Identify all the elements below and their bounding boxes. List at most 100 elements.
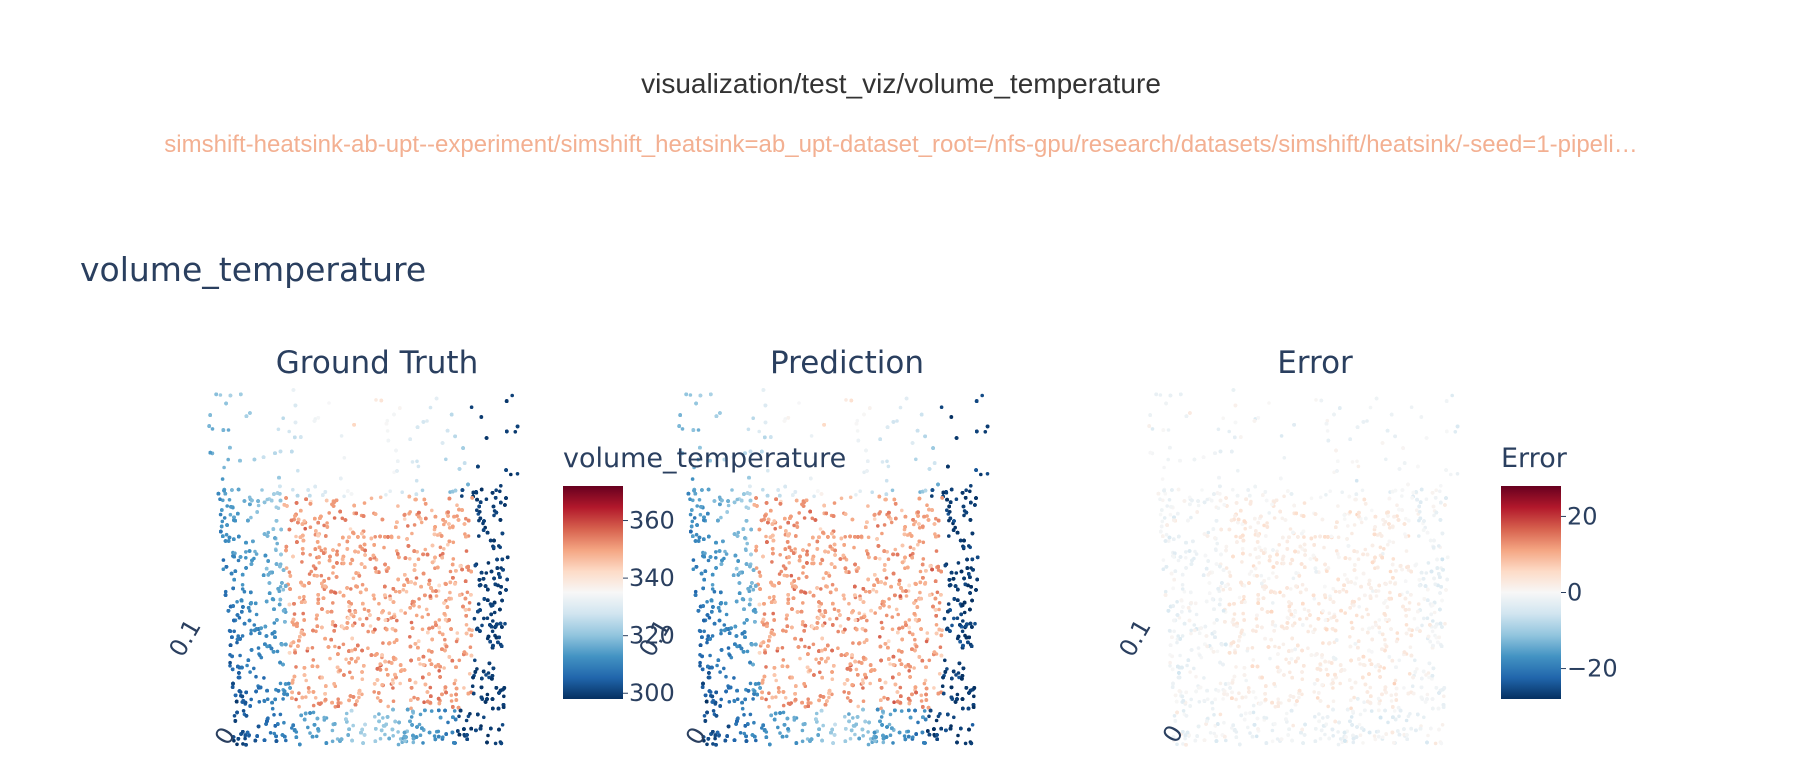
data-point bbox=[391, 587, 396, 591]
data-point bbox=[478, 726, 483, 731]
data-point bbox=[270, 706, 275, 711]
data-point bbox=[210, 427, 215, 431]
data-point bbox=[417, 722, 422, 727]
data-point bbox=[515, 472, 520, 476]
data-point bbox=[465, 733, 469, 737]
data-point bbox=[403, 556, 408, 560]
data-point bbox=[427, 582, 431, 586]
data-point bbox=[454, 698, 459, 702]
data-point bbox=[327, 576, 331, 581]
data-point bbox=[389, 661, 394, 665]
data-point bbox=[440, 632, 445, 637]
data-point bbox=[238, 555, 243, 559]
data-point bbox=[415, 425, 420, 430]
data-point bbox=[383, 535, 387, 539]
data-point bbox=[410, 723, 414, 727]
ground-truth-panel[interactable]: Ground Truth 0.1 0 bbox=[163, 345, 520, 750]
data-point bbox=[455, 514, 459, 518]
data-point bbox=[324, 498, 329, 503]
data-point bbox=[232, 537, 236, 541]
data-point bbox=[456, 518, 461, 522]
data-point bbox=[385, 429, 390, 433]
data-point bbox=[372, 682, 377, 686]
data-point bbox=[466, 518, 471, 523]
data-point bbox=[433, 566, 437, 570]
data-point bbox=[311, 628, 315, 633]
data-point bbox=[410, 599, 415, 604]
data-point bbox=[354, 571, 359, 575]
data-point bbox=[298, 742, 302, 747]
data-point bbox=[490, 674, 495, 678]
data-point bbox=[312, 573, 317, 578]
data-point bbox=[418, 712, 423, 717]
data-point bbox=[372, 690, 377, 694]
data-point bbox=[470, 684, 475, 688]
data-point bbox=[355, 699, 359, 703]
data-point bbox=[237, 616, 242, 620]
data-point bbox=[464, 623, 469, 627]
data-point bbox=[453, 678, 458, 683]
data-point bbox=[344, 657, 348, 662]
data-point bbox=[308, 731, 312, 735]
data-point bbox=[248, 704, 252, 708]
data-point bbox=[417, 597, 421, 601]
data-point bbox=[338, 590, 342, 595]
data-point bbox=[251, 539, 255, 544]
data-point bbox=[356, 643, 360, 648]
data-point bbox=[304, 695, 308, 699]
data-point bbox=[352, 503, 357, 508]
data-point bbox=[471, 691, 476, 696]
data-point bbox=[240, 572, 245, 577]
data-point bbox=[353, 702, 358, 707]
data-point bbox=[270, 700, 274, 705]
data-point bbox=[249, 628, 253, 633]
data-point bbox=[464, 614, 469, 618]
data-point bbox=[262, 738, 267, 742]
data-point bbox=[387, 611, 392, 615]
data-point bbox=[394, 638, 399, 642]
data-point bbox=[294, 665, 298, 669]
data-point bbox=[256, 503, 261, 508]
data-point bbox=[423, 708, 427, 713]
data-point bbox=[373, 627, 377, 632]
data-point bbox=[427, 578, 432, 583]
data-point bbox=[458, 593, 462, 597]
data-point bbox=[448, 580, 453, 585]
data-point bbox=[363, 565, 367, 569]
data-point bbox=[422, 497, 427, 502]
data-point bbox=[218, 393, 223, 397]
data-point bbox=[216, 491, 221, 496]
data-point bbox=[278, 681, 283, 686]
data-point bbox=[254, 689, 258, 694]
data-point bbox=[455, 631, 460, 635]
data-point bbox=[464, 631, 469, 636]
data-point bbox=[262, 500, 267, 505]
data-point bbox=[294, 730, 299, 734]
data-point bbox=[501, 568, 505, 572]
data-point bbox=[380, 683, 385, 687]
data-point bbox=[504, 468, 508, 472]
data-point bbox=[490, 677, 494, 681]
data-point bbox=[328, 656, 332, 661]
data-point bbox=[442, 547, 446, 551]
data-point bbox=[232, 518, 236, 522]
data-point bbox=[491, 545, 496, 550]
data-point bbox=[447, 539, 452, 544]
data-point bbox=[249, 648, 254, 652]
data-point bbox=[405, 707, 410, 712]
data-point bbox=[494, 488, 499, 493]
data-point bbox=[310, 646, 315, 650]
data-point bbox=[452, 681, 457, 686]
data-point bbox=[446, 542, 450, 547]
data-point bbox=[294, 735, 299, 739]
data-point bbox=[362, 607, 367, 611]
data-point bbox=[323, 490, 328, 494]
data-point bbox=[238, 653, 242, 658]
data-point bbox=[303, 526, 308, 531]
data-point bbox=[421, 571, 426, 576]
data-point bbox=[360, 727, 365, 732]
data-point bbox=[281, 587, 286, 592]
data-point bbox=[391, 686, 395, 690]
data-point bbox=[362, 542, 367, 547]
data-point bbox=[503, 621, 507, 626]
